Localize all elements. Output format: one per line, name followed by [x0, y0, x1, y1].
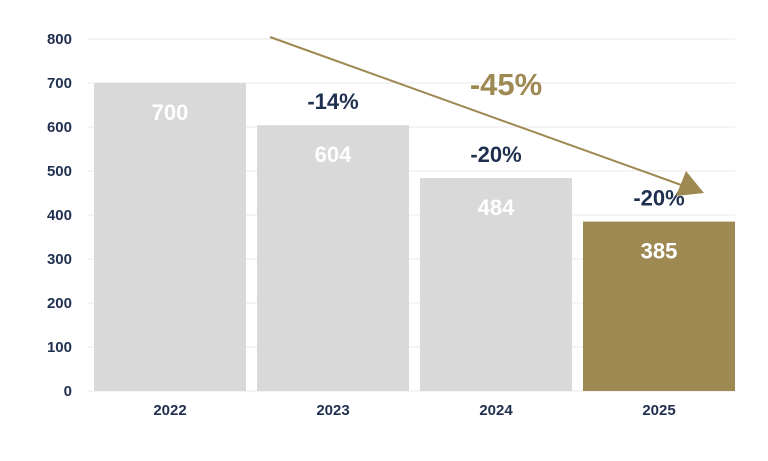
bars-layer — [94, 83, 735, 392]
y-tick-label: 500 — [47, 163, 72, 180]
y-tick-label: 100 — [47, 339, 72, 356]
x-tick-label: 2023 — [316, 402, 349, 419]
trend-arrow-head-icon — [676, 171, 704, 196]
y-tick-label: 0 — [64, 383, 72, 400]
y-tick-label: 200 — [47, 295, 72, 312]
bar-2022 — [94, 83, 246, 391]
value-labels: 700 604 484 385 — [152, 100, 678, 264]
trend-arrow-line — [269, 36, 685, 187]
y-axis-ticks: 0 100 200 300 400 500 600 700 800 — [47, 31, 72, 400]
x-tick-label: 2022 — [153, 402, 186, 419]
bar-2024 — [420, 178, 572, 391]
change-label-2023: -14% — [307, 89, 358, 114]
value-label-2024: 484 — [478, 195, 515, 220]
total-change-label: -45% — [470, 67, 542, 102]
bar-2023 — [257, 125, 409, 392]
trend-arrow-group: -45% — [269, 36, 704, 196]
y-tick-label: 400 — [47, 207, 72, 224]
x-tick-label: 2024 — [479, 402, 513, 419]
value-label-2022: 700 — [152, 100, 189, 125]
change-labels: -14% -20% -20% — [307, 89, 684, 210]
value-label-2025: 385 — [641, 239, 678, 264]
y-tick-label: 600 — [47, 119, 72, 136]
change-label-2024: -20% — [470, 142, 521, 167]
change-label-2025: -20% — [633, 186, 684, 211]
x-tick-label: 2025 — [642, 402, 675, 419]
bar-2025 — [583, 221, 735, 391]
y-tick-label: 300 — [47, 251, 72, 268]
y-tick-label: 700 — [47, 75, 72, 92]
value-label-2023: 604 — [315, 142, 352, 167]
x-axis-labels: 2022 2023 2024 2025 — [153, 402, 675, 419]
y-tick-label: 800 — [47, 31, 72, 48]
